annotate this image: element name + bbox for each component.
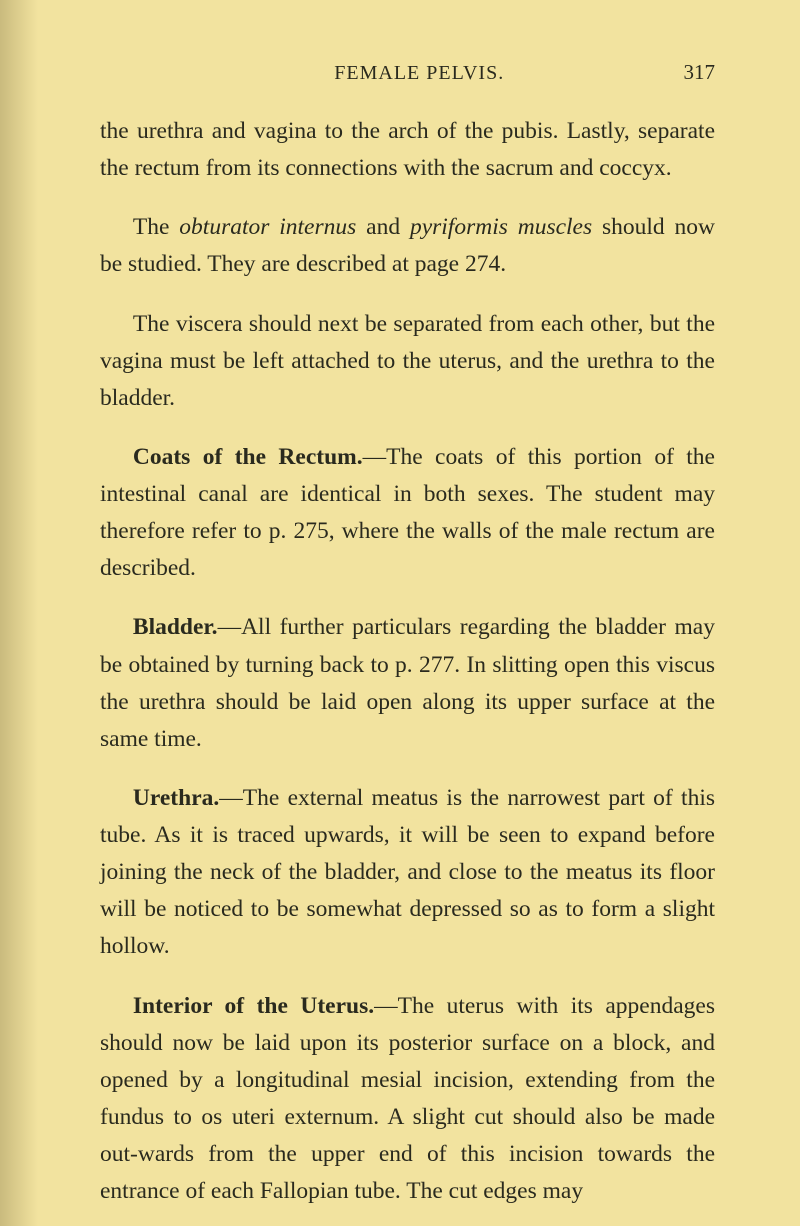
section-head-coats: Coats of the Rectum.	[133, 444, 363, 470]
text-run: and	[356, 214, 410, 240]
page-number: 317	[684, 60, 716, 85]
page-header: FEMALE PELVIS. 317	[100, 60, 715, 85]
italic-term-obturator: obturator internus	[179, 214, 356, 240]
scan-left-shadow	[0, 0, 38, 1226]
section-head-bladder: Bladder.	[133, 614, 218, 640]
body-paragraph-2: The obturator internus and pyriformis mu…	[100, 209, 715, 283]
section-urethra: Urethra.—The external meatus is the narr…	[100, 780, 715, 966]
section-body-urethra: —The external meatus is the narrowest pa…	[100, 785, 715, 960]
section-body-interior: —The uterus with its appendages should n…	[100, 993, 715, 1205]
section-bladder: Bladder.—All further particulars regardi…	[100, 609, 715, 758]
running-title: FEMALE PELVIS.	[100, 62, 684, 85]
section-head-urethra: Urethra.	[133, 785, 219, 811]
section-interior: Interior of the Uterus.—The uterus with …	[100, 988, 715, 1211]
section-coats: Coats of the Rectum.—The coats of this p…	[100, 439, 715, 588]
text-run: The	[133, 214, 179, 240]
body-paragraph-3: The viscera should next be separated fro…	[100, 306, 715, 417]
italic-term-pyriformis: pyriformis muscles	[410, 214, 592, 240]
section-head-interior: Interior of the Uterus.	[133, 993, 374, 1019]
body-paragraph-1: the urethra and vagina to the arch of th…	[100, 113, 715, 187]
